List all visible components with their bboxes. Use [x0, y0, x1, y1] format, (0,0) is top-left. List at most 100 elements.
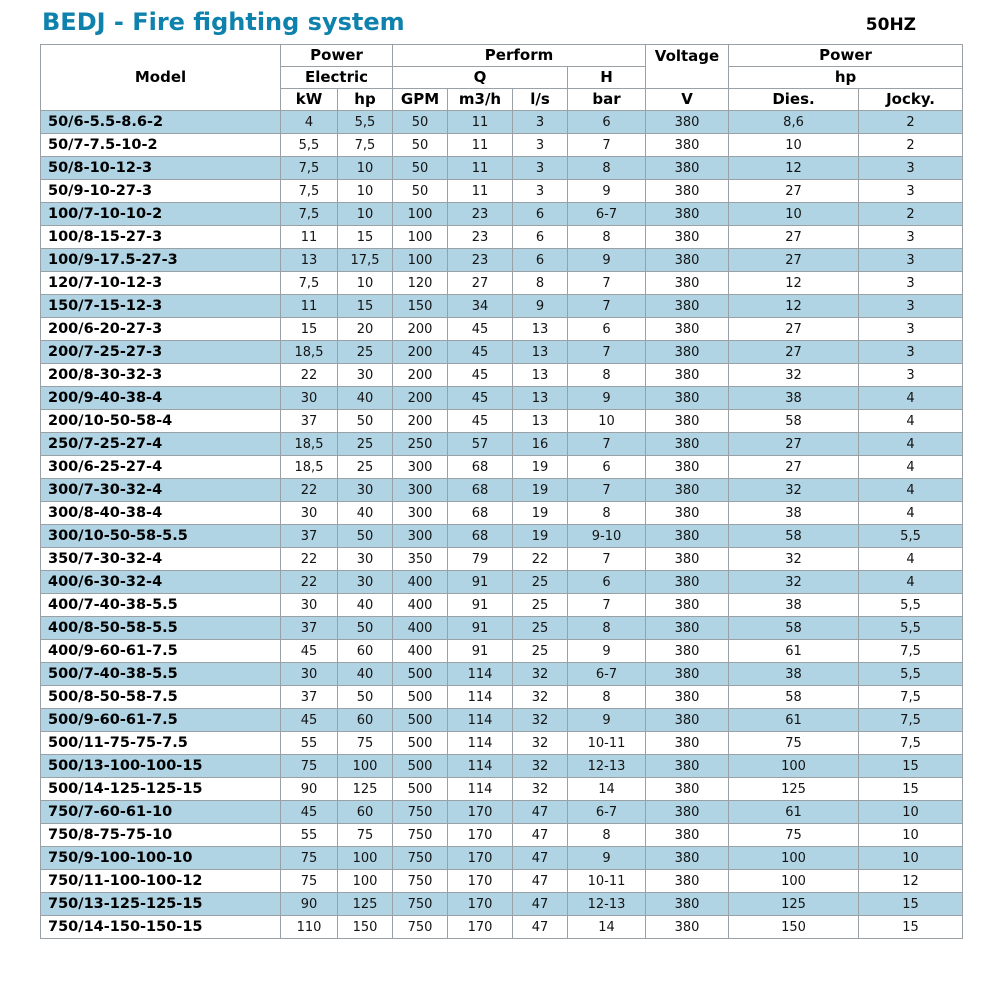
value-cell: 50	[336, 524, 394, 548]
value-cell: 380	[645, 731, 730, 755]
value-cell: 27	[728, 432, 860, 456]
value-cell: 300	[392, 455, 449, 479]
value-cell: 91	[447, 593, 514, 617]
header-row-units: kW hp GPM m3/h l/s bar V Dies. Jocky.	[41, 88, 964, 111]
value-cell: 4	[280, 110, 338, 134]
value-cell: 380	[645, 501, 730, 525]
value-cell: 380	[645, 455, 730, 479]
model-cell: 750/11-100-100-12	[40, 869, 281, 893]
value-cell: 380	[645, 524, 730, 548]
value-cell: 7	[567, 547, 647, 571]
value-cell: 3	[858, 363, 964, 387]
value-cell: 6	[512, 202, 569, 226]
value-cell: 55	[280, 731, 338, 755]
value-cell: 750	[392, 892, 449, 916]
value-cell: 3	[858, 225, 964, 249]
value-cell: 380	[645, 593, 730, 617]
header-row-1: Model Power Perform Voltage Power	[40, 44, 964, 111]
model-cell: 400/9-60-61-7.5	[40, 639, 281, 663]
value-cell: 380	[645, 685, 730, 709]
value-cell: 68	[447, 455, 514, 479]
value-cell: 6-7	[567, 202, 647, 226]
value-cell: 380	[645, 363, 730, 387]
value-cell: 380	[645, 616, 730, 640]
value-cell: 27	[447, 271, 514, 295]
model-cell: 750/14-150-150-15	[40, 915, 281, 939]
value-cell: 91	[447, 570, 514, 594]
value-cell: 25	[336, 455, 394, 479]
value-cell: 7,5	[280, 179, 338, 203]
value-cell: 8	[567, 501, 647, 525]
col-header-h: H	[567, 66, 647, 89]
value-cell: 30	[280, 593, 338, 617]
value-cell: 500	[392, 754, 449, 778]
value-cell: 8	[567, 616, 647, 640]
value-cell: 380	[645, 639, 730, 663]
value-cell: 75	[280, 754, 338, 778]
value-cell: 90	[280, 892, 338, 916]
value-cell: 8	[512, 271, 569, 295]
value-cell: 9	[567, 248, 647, 272]
value-cell: 7	[567, 340, 647, 364]
value-cell: 750	[392, 800, 449, 824]
value-cell: 7	[567, 133, 647, 157]
value-cell: 380	[645, 386, 730, 410]
value-cell: 125	[336, 892, 394, 916]
value-cell: 58	[728, 685, 860, 709]
value-cell: 40	[336, 662, 394, 686]
value-cell: 3	[858, 340, 964, 364]
table-row: 300/6-25-27-4 18,5 25 300 68 19 6 380 27 4	[40, 455, 964, 479]
value-cell: 750	[392, 823, 449, 847]
value-cell: 32	[728, 547, 860, 571]
model-cell: 500/14-125-125-15	[40, 777, 281, 801]
model-cell: 500/8-50-58-7.5	[40, 685, 281, 709]
value-cell: 8	[567, 156, 647, 180]
value-cell: 380	[645, 708, 730, 732]
value-cell: 380	[645, 662, 730, 686]
col-header-model: Model	[40, 44, 281, 111]
table-row: 500/11-75-75-7.5 55 75 500 114 32 10-11 380 75 7,…	[40, 731, 964, 755]
value-cell: 4	[858, 547, 964, 571]
value-cell: 18,5	[280, 340, 338, 364]
value-cell: 7,5	[858, 639, 964, 663]
value-cell: 32	[512, 662, 569, 686]
value-cell: 10	[336, 179, 394, 203]
value-cell: 15	[280, 317, 338, 341]
model-cell: 750/13-125-125-15	[40, 892, 281, 916]
value-cell: 380	[645, 179, 730, 203]
value-cell: 8	[567, 363, 647, 387]
col-header-power-electric-top: Power	[279, 44, 394, 67]
value-cell: 38	[728, 593, 860, 617]
model-cell: 100/8-15-27-3	[40, 225, 281, 249]
col-header-voltage: Voltage	[645, 44, 730, 89]
value-cell: 13	[512, 317, 569, 341]
value-cell: 9	[567, 846, 647, 870]
value-cell: 61	[728, 708, 860, 732]
value-cell: 5,5	[280, 133, 338, 157]
value-cell: 15	[858, 754, 964, 778]
value-cell: 75	[728, 823, 860, 847]
value-cell: 750	[392, 869, 449, 893]
value-cell: 22	[280, 570, 338, 594]
table-row: 100/9-17.5-27-3 13 17,5 100 23 6 9 380 27 3	[40, 248, 964, 272]
value-cell: 14	[567, 777, 647, 801]
value-cell: 13	[280, 248, 338, 272]
value-cell: 7,5	[280, 156, 338, 180]
value-cell: 380	[645, 317, 730, 341]
value-cell: 18,5	[280, 455, 338, 479]
value-cell: 75	[336, 823, 394, 847]
value-cell: 12	[728, 156, 860, 180]
unit-header-ls: l/s	[512, 88, 569, 111]
value-cell: 75	[280, 869, 338, 893]
value-cell: 50	[392, 110, 449, 134]
model-cell: 500/7-40-38-5.5	[40, 662, 281, 686]
model-cell: 750/7-60-61-10	[40, 800, 281, 824]
pump-spec-table: Model Power Perform Voltage Power Electr…	[40, 44, 964, 939]
value-cell: 200	[392, 409, 449, 433]
table-row: 50/6-5.5-8.6-2 4 5,5 50 11 3 6 380 8,6 2	[40, 110, 964, 134]
value-cell: 6	[567, 570, 647, 594]
value-cell: 380	[645, 225, 730, 249]
value-cell: 7,5	[858, 731, 964, 755]
value-cell: 61	[728, 800, 860, 824]
value-cell: 61	[728, 639, 860, 663]
